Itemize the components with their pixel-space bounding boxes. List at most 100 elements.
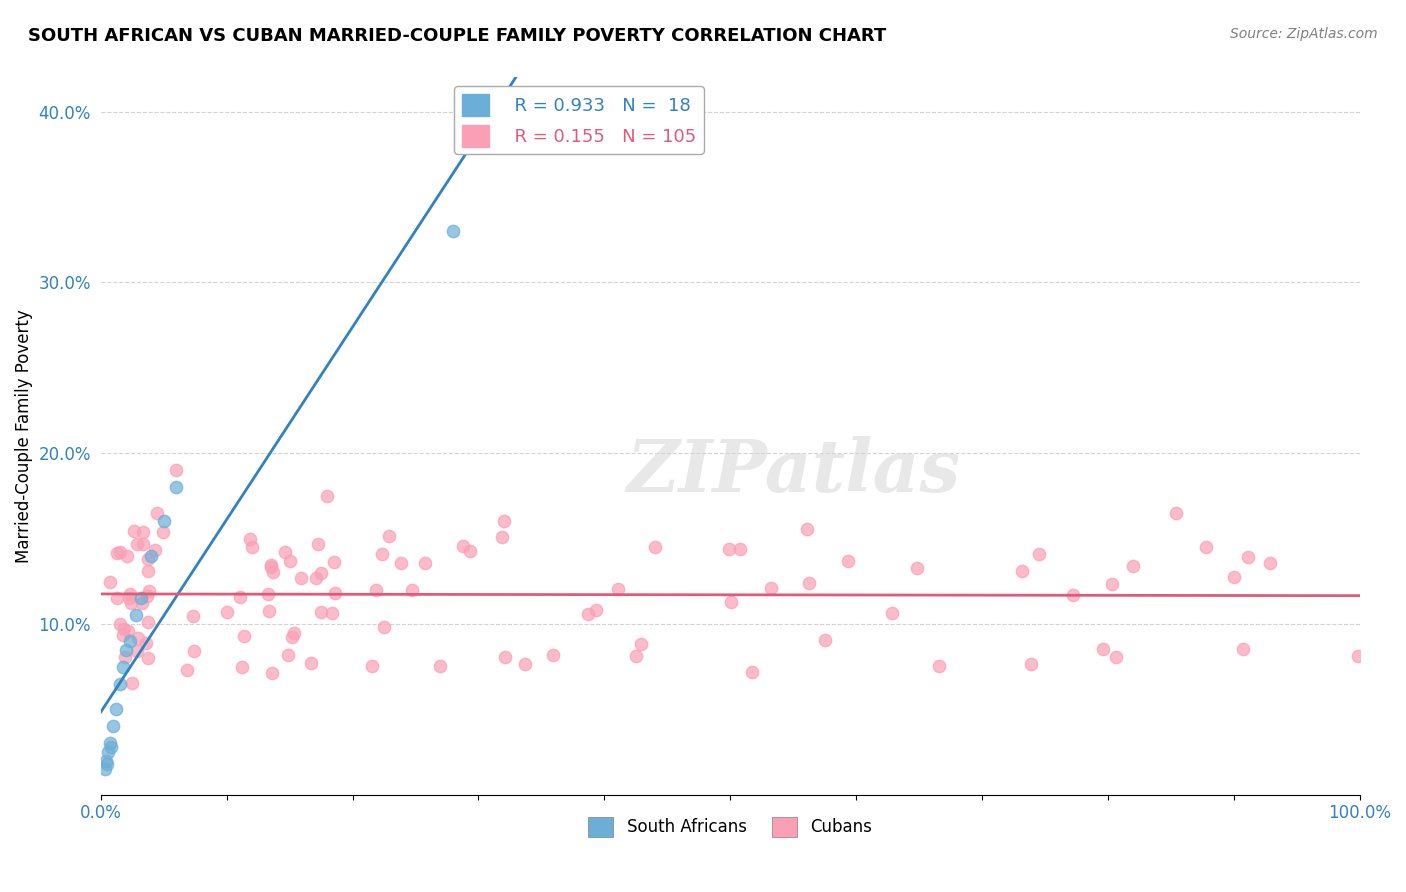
Point (118, 591, 141, 606)
Point (1347, 648, 1369, 663)
Point (260, 558, 283, 573)
Point (112, 659, 135, 673)
Point (585, 603, 607, 617)
Point (132, 537, 155, 551)
Point (274, 545, 297, 559)
Point (1021, 657, 1043, 671)
Point (115, 549, 138, 563)
Point (451, 539, 474, 553)
Point (277, 648, 299, 662)
Point (114, 650, 136, 665)
Point (321, 606, 343, 620)
Point (120, 596, 142, 610)
Point (796, 522, 818, 536)
Point (139, 549, 162, 563)
Point (814, 633, 837, 648)
Point (127, 631, 149, 645)
Y-axis label: Married-Couple Family Poverty: Married-Couple Family Poverty (15, 310, 32, 563)
Legend: South Africans, Cubans: South Africans, Cubans (582, 810, 879, 844)
Point (882, 606, 904, 620)
Point (1164, 506, 1187, 520)
Text: Source: ZipAtlas.com: Source: ZipAtlas.com (1230, 27, 1378, 41)
Point (492, 515, 515, 529)
Point (1195, 541, 1218, 555)
Point (441, 224, 464, 238)
Point (257, 586, 280, 600)
Point (215, 606, 238, 620)
Point (152, 524, 174, 539)
Point (136, 564, 159, 578)
Point (138, 583, 160, 598)
Point (138, 651, 160, 665)
Point (115, 642, 138, 657)
Point (283, 626, 305, 640)
Point (429, 659, 451, 673)
Point (1258, 556, 1281, 570)
Point (132, 524, 155, 539)
Point (135, 589, 157, 603)
Point (299, 656, 322, 670)
Point (837, 554, 859, 568)
Point (262, 565, 284, 579)
Point (1028, 547, 1050, 561)
Point (759, 581, 782, 595)
Point (127, 537, 149, 551)
Point (905, 560, 928, 574)
Point (741, 665, 763, 679)
Point (165, 463, 187, 477)
Point (107, 591, 129, 606)
Point (146, 506, 169, 520)
Point (307, 537, 329, 551)
Point (543, 648, 565, 662)
Point (1232, 642, 1254, 657)
Point (97, 745, 120, 759)
Point (121, 675, 143, 690)
Point (323, 586, 346, 600)
Point (389, 557, 412, 571)
Point (262, 666, 284, 681)
Point (322, 555, 344, 569)
Point (718, 541, 741, 556)
Point (143, 542, 166, 557)
Point (165, 480, 187, 494)
Point (304, 571, 326, 585)
Point (183, 644, 205, 658)
Point (112, 622, 135, 636)
Point (576, 607, 599, 622)
Point (105, 546, 128, 560)
Point (103, 719, 125, 733)
Point (124, 524, 146, 539)
Point (458, 544, 481, 558)
Point (281, 630, 304, 644)
Point (290, 571, 312, 585)
Point (1092, 641, 1115, 656)
Point (377, 529, 399, 543)
Point (644, 540, 666, 554)
Point (118, 587, 141, 601)
Point (96, 756, 118, 771)
Point (231, 660, 253, 674)
Point (108, 617, 131, 632)
Point (515, 657, 537, 672)
Point (360, 659, 382, 673)
Point (630, 637, 652, 651)
Point (240, 540, 263, 554)
Point (1011, 564, 1033, 578)
Point (1237, 550, 1260, 565)
Point (136, 615, 159, 630)
Text: ZIPatlas: ZIPatlas (626, 436, 960, 508)
Point (257, 604, 280, 618)
Point (112, 627, 135, 641)
Point (371, 547, 394, 561)
Point (495, 650, 517, 665)
Point (1222, 570, 1244, 584)
Point (364, 582, 387, 597)
Point (278, 553, 301, 567)
Point (316, 489, 339, 503)
Point (1101, 577, 1123, 591)
Point (117, 624, 139, 639)
Point (129, 591, 152, 606)
Point (260, 560, 283, 574)
Point (94, 754, 117, 768)
Point (1062, 588, 1084, 602)
